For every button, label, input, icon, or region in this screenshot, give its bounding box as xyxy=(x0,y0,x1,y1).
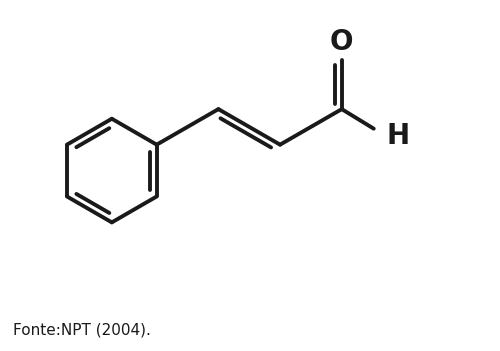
Text: H: H xyxy=(386,122,409,150)
Text: Fonte:NPT (2004).: Fonte:NPT (2004). xyxy=(13,323,151,338)
Text: O: O xyxy=(330,28,353,56)
